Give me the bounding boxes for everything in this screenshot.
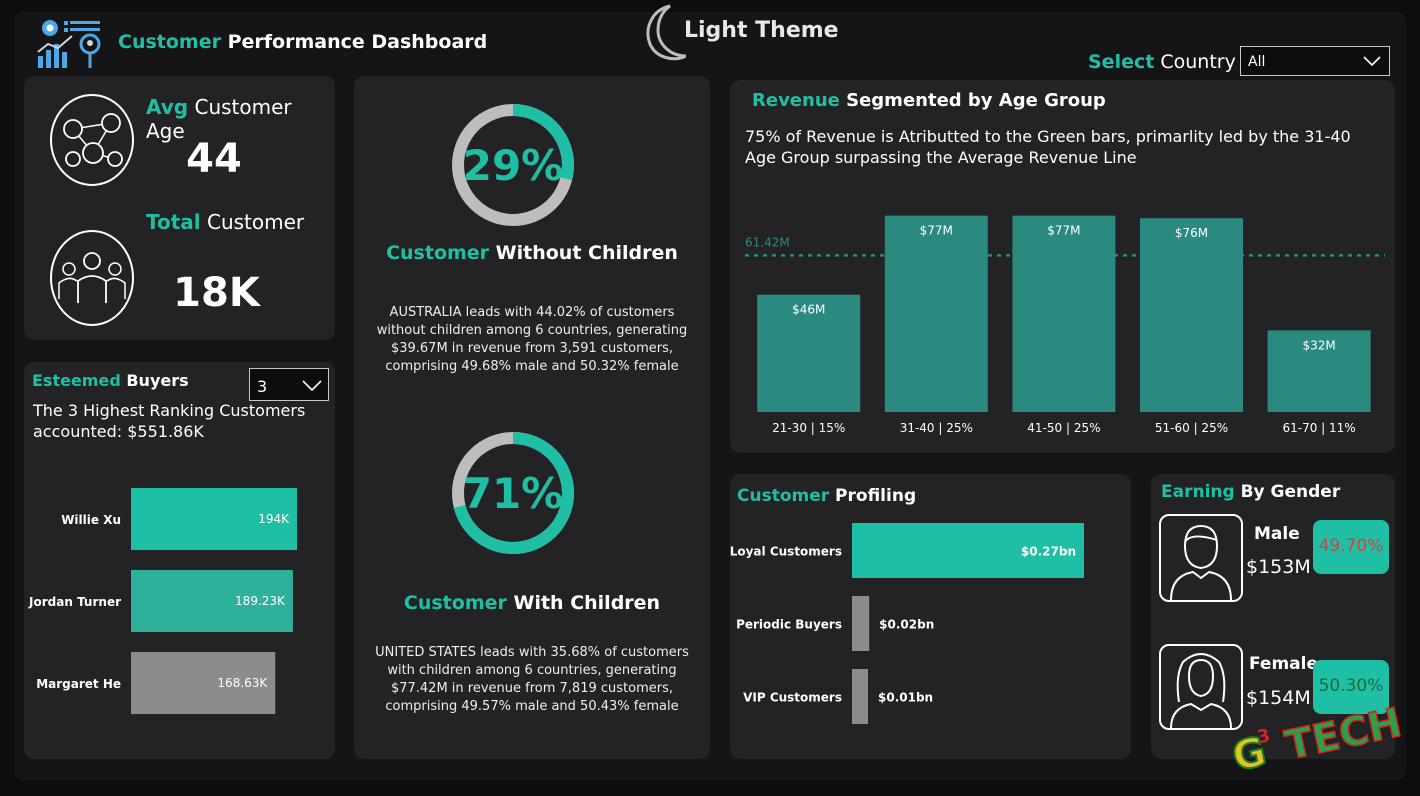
revenue-bar-label: $77M [920, 224, 953, 238]
esteemed-buyers-subtitle: The 3 Highest Ranking Customers accounte… [33, 401, 306, 441]
without-children-title: Customer Without Children [386, 242, 678, 264]
gender-title: Earning By Gender [1161, 482, 1341, 502]
without-children-ring-fill [452, 104, 574, 226]
male-value: $153M [1246, 556, 1311, 578]
male-pct: 49.70% [1318, 536, 1384, 556]
page-title: Customer Performance Dashboard [118, 31, 488, 53]
revenue-bar [1267, 330, 1371, 412]
profiling-bar [852, 523, 1084, 578]
children-card: 29% Customer Without Children AUSTRALIA … [354, 76, 710, 759]
profiling-title: Customer Profiling [737, 486, 917, 506]
with-children-ring-label: 71% [463, 469, 564, 518]
buyer-value-label: 168.63K [217, 676, 268, 690]
buyer-value-label: 194K [258, 512, 290, 526]
female-pct: 50.30% [1318, 676, 1384, 696]
with-children-text: UNITED STATES leads with 35.68% of custo… [375, 645, 689, 714]
svg-text:3: 3 [1255, 725, 1272, 748]
female-pct-badge: 50.30% [1313, 660, 1389, 714]
male-label: Male [1254, 524, 1300, 544]
country-select-value: All [1248, 54, 1266, 70]
esteemed-buyers-chart: Willie Xu 194K Jordan Turner 189.23K Margare… [28, 488, 297, 714]
chevron-down-icon [302, 380, 322, 391]
without-children-text: AUSTRALIA leads with 44.02% of customers… [376, 305, 688, 374]
profiling-chart: Loyal Customers $0.27bn Periodic Buyers $0.… [730, 523, 1084, 724]
profiling-name: Loyal Customers [730, 545, 842, 559]
buyer-value-label: 189.23K [235, 594, 286, 608]
esteemed-buyers-card: Esteemed Buyers 3 The 3 Highest Ranking … [24, 362, 335, 759]
with-children-title: Customer With Children [403, 592, 661, 614]
profiling-value-label: $0.02bn [879, 618, 934, 632]
revenue-category-label: 61-70 | 11% [1282, 421, 1355, 435]
chevron-down-icon [1363, 56, 1381, 66]
avg-age-label: Avg Customer Age [146, 95, 292, 143]
female-label: Female [1249, 654, 1318, 674]
revenue-category-label: 31-40 | 25% [900, 421, 973, 435]
revenue-bar [757, 294, 861, 412]
revenue-title: Revenue Segmented by Age Group [752, 90, 1106, 111]
theme-label: Light Theme [684, 18, 839, 43]
revenue-bar [884, 215, 988, 412]
buyer-bar [131, 652, 276, 714]
average-revenue-label: 61.42M [745, 235, 790, 249]
revenue-card: Revenue Segmented by Age Group 75% of Re… [730, 80, 1395, 453]
buyer-name: Margaret He [36, 677, 121, 691]
female-value: $154M [1246, 687, 1311, 709]
buyer-name: Jordan Turner [28, 595, 121, 609]
with-children-ring: 71% [452, 432, 574, 554]
revenue-category-label: 51-60 | 25% [1155, 421, 1228, 435]
people-group-icon [50, 230, 134, 326]
buyer-name: Willie Xu [61, 513, 121, 527]
buyer-bar [131, 488, 297, 550]
revenue-bar-label: $46M [792, 303, 825, 317]
avg-age-value: 44 [186, 136, 242, 182]
profiling-bar [852, 669, 868, 724]
revenue-bar [1140, 218, 1243, 412]
total-customer-label: Total Customer [146, 210, 305, 234]
with-children-ring-fill [452, 432, 574, 554]
revenue-bar-label: $77M [1047, 224, 1080, 238]
revenue-bar-label: $76M [1175, 226, 1208, 240]
revenue-category-label: 21-30 | 15% [772, 421, 845, 435]
revenue-chart: $46M 21-30 | 15% $77M 31-40 | 25% $77M 41-50 … [745, 215, 1385, 435]
profiling-card: Customer Profiling Loyal Customers $0.27b… [730, 474, 1131, 759]
revenue-bar-label: $32M [1302, 338, 1335, 352]
top-n-select[interactable]: 3 [249, 368, 329, 401]
profiling-value-label: $0.01bn [878, 691, 933, 705]
network-icon [50, 94, 134, 186]
revenue-subtitle: 75% of Revenue is Atributted to the Gree… [745, 127, 1351, 167]
without-children-ring-label: 29% [463, 141, 564, 190]
buyer-bar [131, 570, 293, 632]
select-country-label: Select Country [1088, 51, 1236, 73]
logo-icon [34, 18, 104, 70]
top-n-select-value: 3 [257, 377, 268, 396]
female-icon [1159, 644, 1243, 730]
profiling-value-label: $0.27bn [1021, 545, 1076, 559]
male-pct-badge: 49.70% [1313, 520, 1389, 574]
total-customer-value: 18K [173, 270, 260, 316]
profiling-name: VIP Customers [743, 691, 842, 705]
esteemed-buyers-title: Esteemed Buyers [32, 371, 189, 390]
profiling-bar [852, 596, 870, 651]
revenue-bar [1012, 215, 1116, 412]
theme-toggle[interactable]: Light Theme [640, 2, 839, 64]
without-children-ring: 29% [452, 104, 574, 226]
gender-card: Earning By Gender Male $153M 49.70% Fema… [1151, 474, 1395, 759]
country-select[interactable]: All [1240, 46, 1390, 76]
male-icon [1159, 514, 1243, 602]
revenue-category-label: 41-50 | 25% [1027, 421, 1100, 435]
kpi-card: Avg Customer Age 44 Total Customer 18K [24, 76, 335, 340]
moon-icon [646, 4, 686, 61]
profiling-name: Periodic Buyers [736, 618, 842, 632]
